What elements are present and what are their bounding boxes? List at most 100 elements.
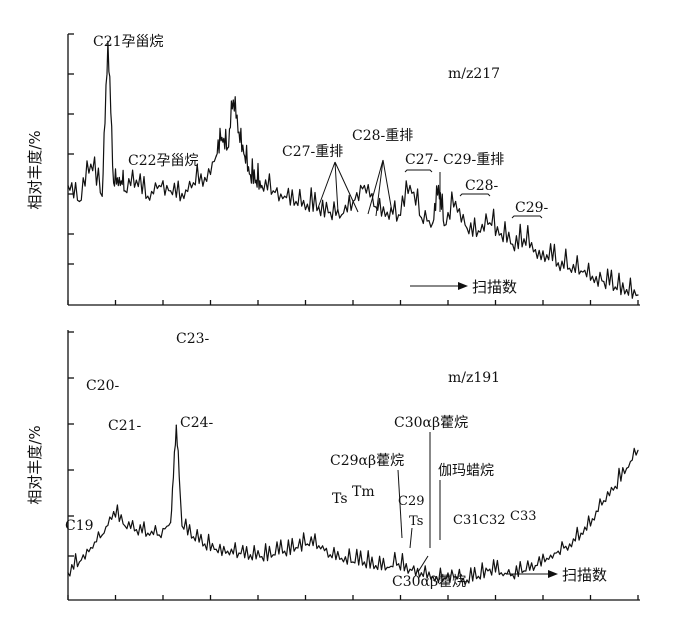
data-point [215, 548, 217, 551]
data-point [443, 225, 445, 227]
data-point [249, 174, 251, 176]
data-point [437, 184, 440, 187]
data-point [181, 525, 183, 527]
bottom-peak-label-c29-ts: Ts [409, 514, 423, 529]
top-peak-label-c29: C29- [515, 200, 549, 216]
data-point [147, 195, 149, 197]
data-point [78, 200, 80, 203]
data-point [443, 577, 445, 579]
bottom-peak-label-ts: Ts [332, 491, 348, 507]
data-point [158, 184, 160, 187]
data-point [118, 176, 120, 179]
bottom-peak-label-tm: Tm [352, 484, 375, 500]
data-point [523, 238, 525, 240]
data-point [534, 249, 537, 251]
data-point [113, 511, 115, 513]
data-point [255, 179, 257, 181]
data-point [113, 182, 115, 184]
top-peak-label-c29-rearranged: C29-重排 [443, 152, 504, 168]
data-point [603, 500, 605, 502]
data-point [272, 554, 274, 556]
bottom-y-ticks [68, 331, 74, 557]
data-point [352, 200, 354, 203]
panel-m-z191: 相对丰度/% m/z191 C19 C20- C21- C23- C24- Ts… [26, 330, 640, 601]
data-point [523, 570, 525, 572]
top-peak-label-c27: C27- [405, 152, 439, 168]
bottom-peak-label-c24: C24- [180, 415, 214, 431]
data-point [626, 289, 628, 291]
data-point [329, 211, 331, 213]
data-point [192, 536, 194, 538]
data-point [329, 554, 331, 556]
data-point [500, 233, 502, 235]
top-chromatogram-trace [67, 40, 639, 299]
bottom-scan-arrow [507, 570, 558, 578]
bottom-peak-label-c29-ab-hopane: C29αβ藿烷 [330, 453, 404, 469]
data-point [455, 575, 457, 578]
data-point [375, 206, 377, 208]
data-point [158, 534, 160, 536]
data-point [227, 550, 229, 552]
panel-m-z217: 相对丰度/% m/z217 C21孕甾烷 C22孕甾烷 C27-重排 C28-重… [26, 33, 640, 306]
data-point [318, 545, 320, 547]
data-point [569, 543, 571, 545]
data-point [614, 485, 616, 487]
data-point [398, 563, 400, 565]
top-peak-label-c28: C28- [465, 178, 499, 194]
data-point [489, 568, 491, 570]
data-point [341, 214, 343, 216]
data-point [67, 572, 69, 574]
top-y-axis-label: 相对丰度/% [26, 130, 44, 209]
data-point [557, 262, 559, 264]
bottom-chromatogram-trace [67, 424, 639, 586]
data-point [511, 574, 514, 576]
top-scan-arrow [410, 282, 468, 290]
bottom-peak-label-c20: C20- [86, 378, 120, 394]
data-point [204, 543, 206, 545]
data-point [386, 566, 388, 569]
bottom-x-ticks [67, 595, 639, 600]
data-point [489, 222, 491, 224]
data-point [284, 195, 286, 197]
data-point [409, 184, 411, 187]
top-peak-label-c21-pregnane: C21孕甾烷 [93, 34, 164, 50]
data-point [375, 565, 377, 567]
bottom-annotation-lines [397, 432, 441, 573]
bottom-scan-label: 扫描数 [562, 566, 607, 584]
data-point [580, 532, 582, 534]
bottom-peak-label-c30-ab-hopane: C30αβ藿烷 [394, 415, 468, 431]
data-point [386, 211, 388, 213]
data-point [398, 214, 400, 216]
top-peak-label-c27-rearranged: C27-重排 [282, 144, 343, 160]
data-point [306, 543, 308, 545]
data-point [101, 195, 103, 197]
bottom-peak-label-c30-ab-hopane-lower: C30αβ藿烷 [392, 574, 466, 590]
data-point [432, 222, 434, 224]
data-point [318, 206, 320, 208]
top-peak-label-c28-rearranged: C28-重排 [352, 128, 413, 144]
data-point [272, 190, 274, 192]
data-point [569, 267, 571, 269]
data-point [204, 176, 206, 179]
data-point [238, 131, 240, 133]
data-point [135, 179, 137, 181]
data-point [534, 565, 537, 567]
data-point [477, 575, 479, 578]
top-ion-label: m/z217 [448, 66, 500, 82]
data-point [455, 200, 457, 203]
data-point [511, 243, 514, 245]
data-point [466, 579, 468, 581]
data-point [170, 190, 172, 192]
data-point [67, 184, 69, 187]
data-point [221, 136, 223, 139]
data-point [107, 40, 109, 42]
data-point [124, 525, 126, 527]
data-point [626, 467, 628, 469]
data-point [90, 163, 92, 165]
top-peak-label-c22-pregnane: C22孕甾烷 [128, 153, 199, 169]
bottom-peak-label-gammacerane: 伽玛蜡烷 [438, 463, 494, 479]
data-point [244, 155, 246, 157]
data-point [124, 190, 126, 192]
data-point [261, 184, 263, 187]
